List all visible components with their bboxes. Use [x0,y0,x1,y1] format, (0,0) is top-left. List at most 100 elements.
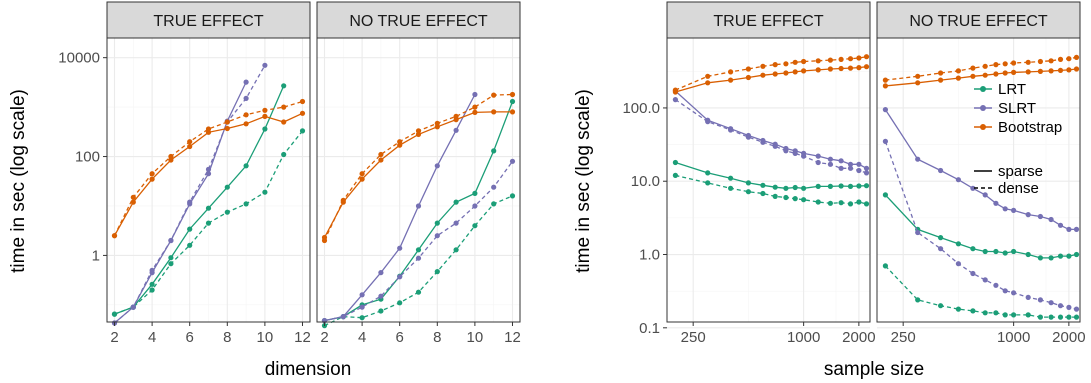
data-point [783,194,789,201]
data-point [434,120,440,126]
y-tick-label: 10000 [58,50,100,67]
data-point [847,165,854,171]
strip-right-true: TRUE EFFECT [666,1,871,39]
data-point [970,65,976,71]
data-point [509,193,516,199]
data-point [838,56,844,63]
data-point [205,220,212,226]
data-point [705,180,711,186]
x-tick-label: 4 [358,329,366,346]
data-point [915,297,921,303]
data-point [1066,304,1072,310]
data-point [397,245,403,251]
data-point [453,199,459,205]
data-point [205,126,212,132]
legend-label-sparse: sparse [998,163,1043,180]
data-point [359,304,365,310]
data-point [982,63,988,69]
data-point [827,156,834,162]
data-point [1002,206,1008,212]
data-point [993,71,999,77]
data-point [705,170,711,176]
data-point [827,183,834,189]
data-point [1048,58,1054,64]
data-point [224,119,230,125]
series-line-bootstrap-dense [675,56,867,91]
data-point [130,194,136,200]
data-point [472,91,478,98]
data-point [882,192,889,198]
data-point [1048,255,1054,261]
data-point [187,226,193,232]
data-point [1057,222,1064,228]
data-point [705,73,711,79]
data-point [863,64,870,70]
data-point [224,125,230,132]
data-point [378,308,384,314]
x-tick-label: 12 [504,329,521,346]
panel-border [106,37,311,323]
data-point [982,310,988,316]
data-point [1037,58,1043,65]
data-point [1002,61,1008,67]
data-point [1073,251,1080,258]
data-point [1066,314,1072,320]
strip-right-false: NO TRUE EFFECT [876,1,1081,39]
data-point [472,223,478,229]
data-point [982,72,988,78]
data-point [728,77,734,83]
data-point [970,270,976,277]
legend-point-bootstrap [980,124,986,130]
left-xlabel: dimension [265,359,352,380]
data-point [281,104,287,110]
data-point [728,185,734,191]
x-tick-label: 2000 [842,329,875,346]
data-point [728,175,734,181]
x-tick-label: 4 [148,329,156,346]
data-point [187,242,193,248]
data-point [340,197,346,203]
strip-label: NO TRUE EFFECT [349,13,488,30]
panel-border [666,37,871,323]
data-point [815,199,821,205]
data-point [434,163,440,169]
data-point [982,248,988,255]
data-point [281,119,287,125]
data-point [1073,306,1080,312]
data-point [472,109,478,115]
plot-layer: 2 4 6 8 10 12 1 100 10000 2 4 6 8 10 12 250 1000 2000 0.1 1… [58,37,1086,346]
legend-point-lrt [980,86,986,92]
data-point [491,109,497,115]
data-point [168,261,174,267]
data-point [783,185,789,191]
data-point [1025,251,1031,258]
data-point [772,62,778,68]
data-point [149,281,155,287]
data-point [847,65,854,71]
data-point [1066,67,1072,73]
data-point [1073,226,1080,232]
data-point [801,185,807,191]
data-point [993,282,999,288]
data-point [1066,56,1072,62]
data-point [938,246,944,252]
data-point [1057,253,1064,259]
data-point [745,134,752,140]
x-tick-label: 1000 [787,329,820,346]
x-tick-label: 250 [891,329,916,346]
strip-label: TRUE EFFECT [713,13,823,30]
data-point [760,72,766,78]
data-point [745,189,752,195]
data-point [847,183,854,189]
panel-background [877,38,1080,322]
data-point [472,104,478,110]
data-point [955,261,962,267]
data-point [415,128,422,134]
data-point [745,74,752,81]
data-point [938,303,944,309]
data-point [453,127,459,133]
data-point [863,183,870,189]
data-point [856,65,862,71]
data-point [856,55,862,61]
data-point [847,161,854,167]
